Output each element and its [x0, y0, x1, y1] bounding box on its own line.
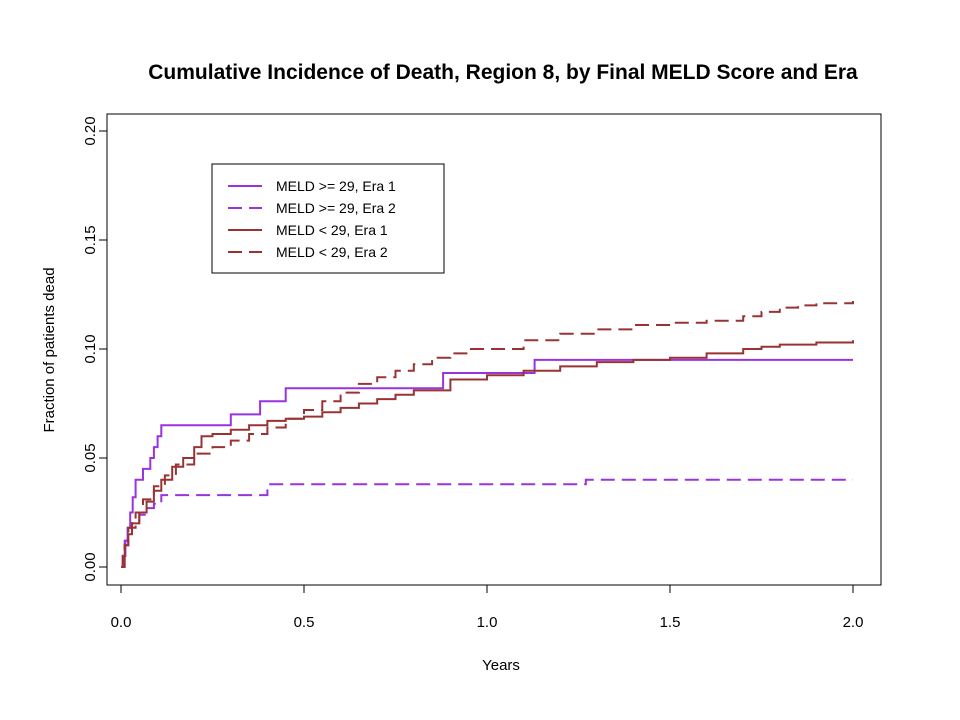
legend: MELD >= 29, Era 1 MELD >= 29, Era 2 MELD <…: [211, 163, 445, 274]
series-layer: [121, 301, 854, 568]
legend-label-meld-29-era-2: MELD >= 29, Era 2: [276, 200, 396, 216]
x-tick-label: 1.0: [477, 614, 498, 631]
series-line-meld-29-era-1: [121, 340, 854, 568]
series-line-meld-29-era-2: [121, 301, 854, 568]
x-tick-label: 0.0: [111, 614, 132, 631]
y-tick-label: 0.20: [82, 116, 99, 145]
y-axis-label: Fraction of patients dead: [41, 267, 58, 432]
x-axis-label: Years: [482, 657, 520, 674]
y-tick-label: 0.00: [82, 552, 99, 581]
x-tick-label: 0.5: [294, 614, 315, 631]
series-line-meld-29-era-2: [121, 478, 853, 568]
chart-title: Cumulative Incidence of Death, Region 8,…: [148, 61, 858, 84]
legend-label-meld-29-era-1: MELD < 29, Era 1: [276, 222, 388, 238]
x-tick-label: 1.5: [660, 614, 681, 631]
y-axis: 0.00 0.05 0.10 0.15 0.20: [82, 116, 108, 582]
y-tick-label: 0.15: [82, 225, 99, 254]
series-line-meld-29-era-1: [121, 358, 853, 568]
y-tick-label: 0.10: [82, 334, 99, 363]
legend-label-meld-29-era-1: MELD >= 29, Era 1: [276, 178, 396, 194]
legend-label-meld-29-era-2: MELD < 29, Era 2: [276, 244, 388, 260]
x-tick-label: 2.0: [843, 614, 864, 631]
y-tick-label: 0.05: [82, 443, 99, 472]
x-axis: 0.0 0.5 1.0 1.5 2.0: [111, 584, 864, 631]
legend-box: [211, 163, 445, 274]
